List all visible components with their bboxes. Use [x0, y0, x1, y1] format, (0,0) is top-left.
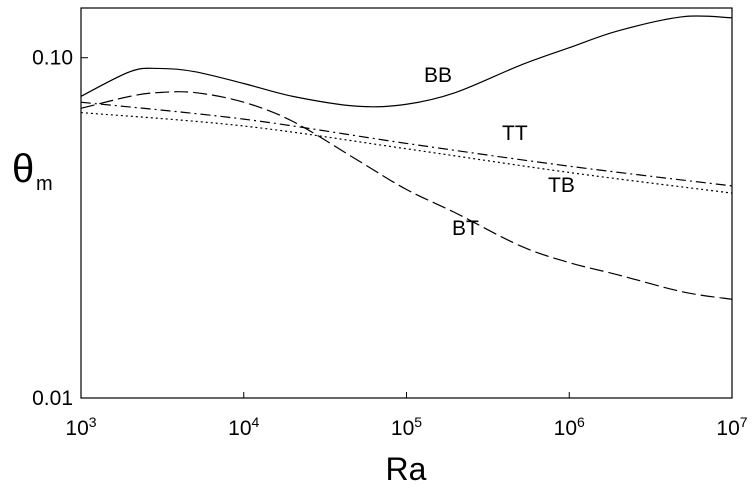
y-axis-title: θ m [12, 147, 53, 195]
x-tick-label: 107 [716, 414, 747, 440]
series-line-bb [80, 15, 733, 108]
series-lines [80, 15, 733, 300]
series-label-bt: BT [452, 217, 479, 240]
y-tick-label: 0.10 [32, 47, 73, 70]
x-ticks: 103 104 105 106 107 [65, 392, 748, 440]
x-tick-label: 105 [391, 414, 422, 440]
x-tick-label: 106 [554, 414, 585, 440]
series-label-tt: TT [502, 122, 528, 145]
y-tick-label: 0.01 [32, 387, 73, 410]
y-ticks: 0.01 0.10 [32, 47, 88, 410]
series-label-tb: TB [548, 174, 575, 197]
y-axis-title-subscript: m [36, 173, 53, 195]
x-tick-label: 104 [228, 414, 259, 440]
series-line-tb [80, 111, 733, 194]
x-tick-label: 103 [65, 414, 96, 440]
x-axis-title: Ra [386, 451, 427, 487]
series-label-bb: BB [424, 64, 452, 87]
y-axis-title-main: θ [12, 147, 34, 191]
plot-frame [80, 7, 733, 399]
series-line-tt [80, 101, 733, 187]
series-line-bt [80, 91, 733, 300]
